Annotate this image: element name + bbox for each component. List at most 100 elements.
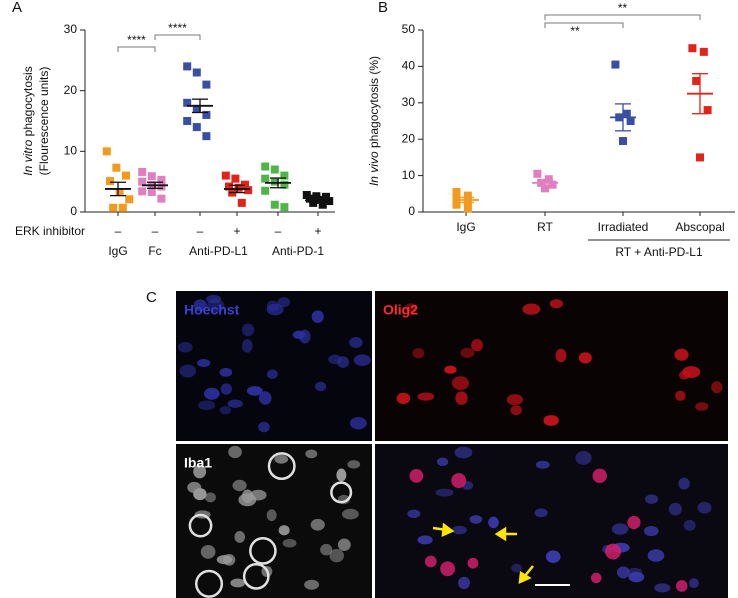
cell bbox=[310, 518, 325, 531]
cell bbox=[230, 578, 246, 588]
cell bbox=[204, 387, 220, 400]
cell bbox=[274, 454, 289, 464]
y-tick-label: 20 bbox=[64, 83, 78, 97]
cell bbox=[467, 557, 479, 569]
cell bbox=[305, 449, 318, 459]
channel-label: Hoechst bbox=[184, 302, 240, 318]
significance-bracket bbox=[154, 34, 201, 40]
cell bbox=[555, 348, 567, 363]
cell bbox=[645, 494, 659, 504]
group-label: Fc bbox=[148, 244, 161, 258]
data-point bbox=[234, 183, 243, 192]
cell bbox=[205, 492, 216, 503]
divider bbox=[372, 291, 375, 598]
data-point bbox=[157, 175, 166, 184]
data-point bbox=[280, 203, 289, 212]
data-point bbox=[452, 193, 461, 202]
cell bbox=[219, 367, 233, 377]
cell bbox=[471, 339, 483, 352]
cell bbox=[488, 516, 499, 529]
cell bbox=[510, 405, 522, 416]
y-tick-label: 30 bbox=[64, 22, 78, 36]
arrows bbox=[432, 522, 534, 585]
data-point bbox=[221, 171, 230, 180]
cell bbox=[424, 555, 437, 568]
data-point bbox=[192, 104, 201, 113]
cell bbox=[258, 421, 270, 433]
data-point bbox=[280, 180, 289, 189]
data-point bbox=[138, 167, 147, 176]
cell bbox=[349, 337, 363, 349]
data-point bbox=[541, 184, 549, 193]
cell bbox=[258, 391, 272, 405]
data-point bbox=[138, 187, 147, 196]
cell bbox=[249, 489, 267, 501]
data-point bbox=[322, 192, 330, 201]
cell bbox=[417, 535, 433, 545]
data-point bbox=[280, 171, 289, 180]
cell bbox=[605, 543, 621, 560]
cell bbox=[320, 543, 333, 556]
error-bar bbox=[310, 198, 326, 203]
cell bbox=[336, 468, 347, 482]
cell bbox=[460, 347, 475, 358]
cell bbox=[578, 352, 592, 364]
cell bbox=[417, 392, 435, 401]
cell bbox=[611, 523, 629, 535]
cell bbox=[216, 555, 233, 565]
treatment-sign: + bbox=[314, 224, 321, 238]
data-point bbox=[626, 117, 635, 125]
cell bbox=[647, 549, 665, 562]
cell bbox=[543, 415, 559, 426]
data-point bbox=[147, 187, 156, 196]
y-tick-label: 30 bbox=[402, 95, 416, 109]
treatment-sign: – bbox=[115, 224, 122, 238]
data-point bbox=[183, 117, 192, 125]
channel-label: Iba1 bbox=[184, 455, 212, 471]
data-point bbox=[699, 47, 708, 56]
cell bbox=[440, 561, 456, 577]
error-bar bbox=[147, 181, 163, 189]
data-point bbox=[231, 174, 240, 183]
data-point bbox=[244, 186, 253, 195]
error-bar bbox=[192, 98, 208, 114]
significance-label: ** bbox=[570, 24, 580, 38]
data-point bbox=[452, 187, 461, 196]
y-axis-label-line2: (Flourescence units) bbox=[37, 67, 51, 176]
treatment-sign: – bbox=[275, 224, 282, 238]
error-bar bbox=[692, 73, 708, 115]
group-label: IgG bbox=[456, 220, 475, 234]
cell bbox=[337, 538, 351, 551]
cell bbox=[246, 386, 263, 396]
y-axis-label-italic: In vitro bbox=[21, 139, 35, 175]
data-point bbox=[157, 182, 166, 191]
treatment-label: ERK inhibitor bbox=[15, 224, 85, 238]
cell bbox=[590, 572, 602, 584]
cell bbox=[407, 509, 421, 519]
cell bbox=[511, 563, 522, 573]
cell bbox=[277, 297, 291, 308]
cell bbox=[220, 383, 232, 395]
cells bbox=[177, 294, 723, 598]
data-point bbox=[106, 177, 114, 186]
cell bbox=[347, 460, 361, 469]
cell bbox=[435, 488, 454, 497]
cell bbox=[232, 479, 247, 492]
cell bbox=[592, 468, 607, 484]
y-tick-label: 10 bbox=[402, 168, 416, 182]
significance-bracket bbox=[117, 46, 156, 52]
data-point bbox=[611, 60, 620, 69]
data-point bbox=[147, 172, 156, 181]
data-point bbox=[261, 186, 270, 195]
cell bbox=[304, 579, 320, 590]
data-point bbox=[452, 200, 461, 209]
data-point bbox=[225, 182, 233, 191]
group-bracket-label: RT + Anti-PD-L1 bbox=[615, 245, 703, 259]
cell bbox=[234, 531, 246, 543]
cell bbox=[697, 501, 712, 514]
data-point bbox=[237, 198, 246, 207]
treatment-sign: + bbox=[233, 224, 240, 238]
data-point bbox=[463, 191, 472, 200]
cell bbox=[628, 571, 645, 583]
